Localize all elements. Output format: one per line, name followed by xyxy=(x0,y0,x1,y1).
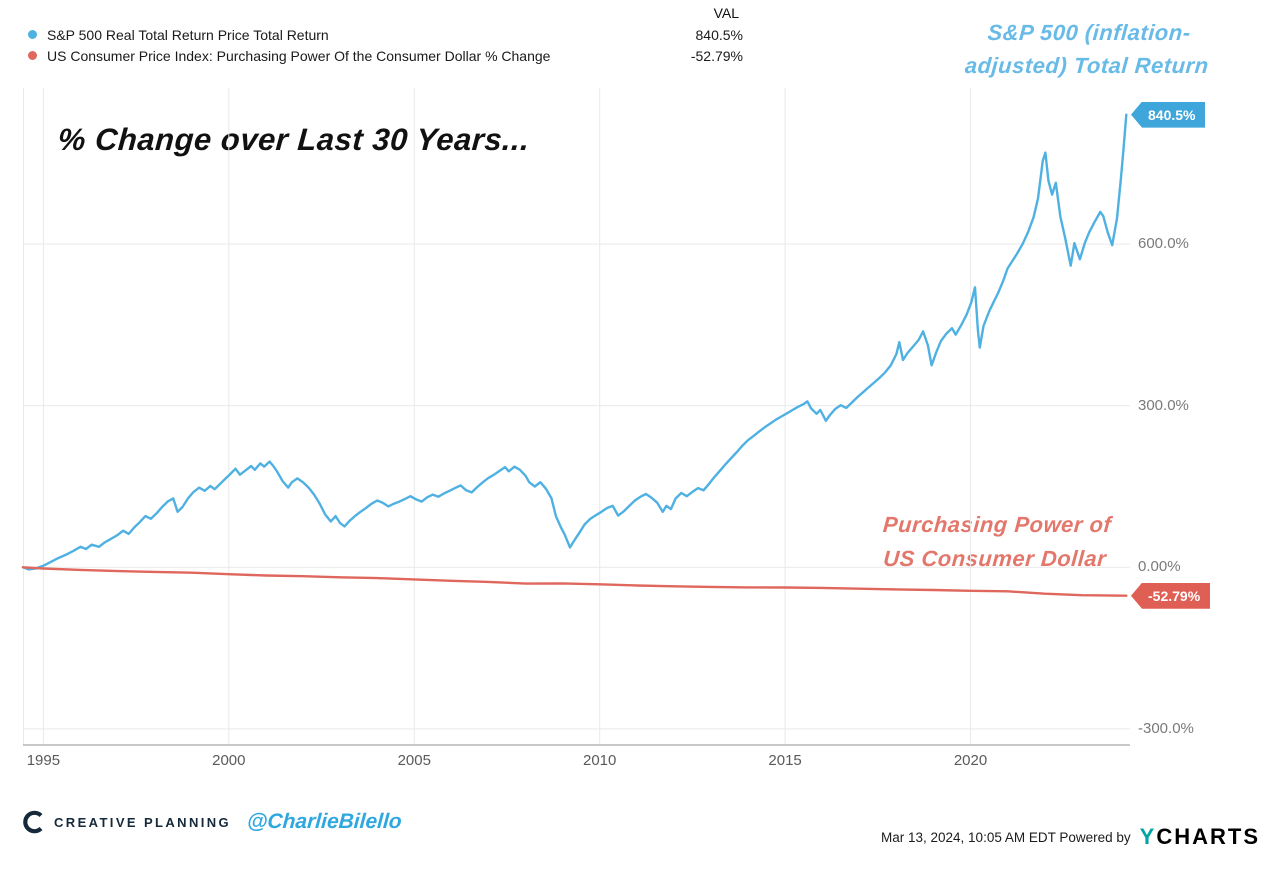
y-axis-tick-label: 300.0% xyxy=(1138,396,1189,414)
x-axis-tick-label: 2010 xyxy=(582,752,617,769)
sp500-value-badge: 840.5% xyxy=(1131,101,1206,128)
creative-planning-logo-icon xyxy=(23,810,43,834)
timestamp-powered-by: Mar 13, 2024, 10:05 AM EDT Powered by xyxy=(881,829,1131,845)
x-axis-labels: 1995 2000 2005 2010 2015 2020 xyxy=(23,752,1130,772)
series-line-sp500 xyxy=(21,113,1128,571)
series-line-cpi xyxy=(21,566,1128,597)
ycharts-y: Y xyxy=(1139,824,1157,849)
y-axis-labels: 600.0% 300.0% 0.00% -300.0% xyxy=(1138,88,1208,745)
footer-attribution: Mar 13, 2024, 10:05 AM EDT Powered by YC… xyxy=(881,824,1260,850)
sp500-series-dot-icon xyxy=(28,30,37,39)
y-axis-tick-label: 0.00% xyxy=(1138,558,1181,576)
cpi-series-value: -52.79% xyxy=(690,47,743,64)
legend-row-sp500: S&P 500 Real Total Return Price Total Re… xyxy=(28,24,743,45)
x-axis-tick-label: 2020 xyxy=(953,752,988,769)
footer-branding: CREATIVE PLANNING @CharlieBilello xyxy=(22,810,403,834)
twitter-handle: @CharlieBilello xyxy=(246,810,403,833)
y-axis-tick-label: 600.0% xyxy=(1138,235,1189,253)
ycharts-logo: YCHARTS xyxy=(1140,824,1260,850)
legend-val-header: VAL xyxy=(713,5,739,21)
legend-spacer xyxy=(28,5,651,24)
plot-area: 840.5% -52.79% xyxy=(21,88,1211,746)
chart-canvas xyxy=(21,88,1130,746)
legend-header-row: VAL xyxy=(28,5,743,24)
y-axis-tick-label: -300.0% xyxy=(1138,719,1194,737)
sp500-annotation-line2: adjusted) Total Return xyxy=(964,53,1210,78)
sp500-series-label: S&P 500 Real Total Return Price Total Re… xyxy=(47,26,329,43)
x-axis-tick-label: 2000 xyxy=(212,752,246,769)
sp500-annotation-line1: S&P 500 (inflation- xyxy=(986,20,1192,45)
cpi-series-dot-icon xyxy=(28,51,37,60)
legend: VAL S&P 500 Real Total Return Price Tota… xyxy=(28,5,743,66)
x-axis-tick-label: 1995 xyxy=(26,752,61,769)
cpi-series-label: US Consumer Price Index: Purchasing Powe… xyxy=(47,47,551,64)
ycharts-rest: CHARTS xyxy=(1156,824,1260,849)
sp500-annotation: S&P 500 (inflation- adjusted) Total Retu… xyxy=(946,16,1231,82)
x-axis-tick-label: 2005 xyxy=(397,752,431,769)
cpi-value-badge: -52.79% xyxy=(1131,582,1211,609)
x-axis-tick-label: 2015 xyxy=(768,752,802,769)
creative-planning-wordmark: CREATIVE PLANNING xyxy=(54,814,232,830)
sp500-series-value: 840.5% xyxy=(695,26,743,43)
legend-row-cpi: US Consumer Price Index: Purchasing Powe… xyxy=(28,45,743,66)
